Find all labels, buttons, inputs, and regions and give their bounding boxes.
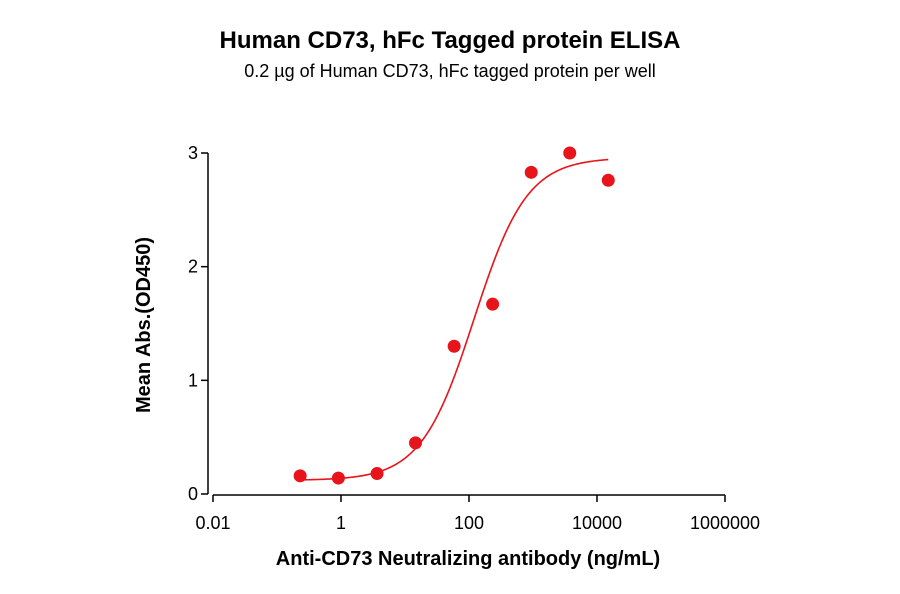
- y-tick-label: 3: [188, 143, 198, 163]
- x-tick-label: 1: [336, 513, 346, 533]
- axes: [207, 153, 725, 496]
- y-ticks: 0 1 2 3: [188, 143, 208, 504]
- y-axis-label: Mean Abs.(OD450): [133, 237, 155, 413]
- x-tick-label: 1000000: [690, 513, 760, 533]
- data-point: [331, 471, 345, 485]
- data-point: [409, 436, 423, 450]
- y-tick-label: 0: [188, 484, 198, 504]
- y-tick-label: 1: [188, 370, 198, 390]
- data-point: [447, 339, 461, 353]
- data-point: [293, 469, 307, 483]
- data-points: [293, 146, 615, 485]
- x-axis-label: Anti-CD73 Neutralizing antibody (ng/mL): [276, 548, 660, 570]
- data-point: [486, 297, 500, 311]
- x-tick-label: 10000: [572, 513, 622, 533]
- data-point: [563, 146, 577, 160]
- chart-title: Human CD73, hFc Tagged protein ELISA: [219, 27, 681, 54]
- data-point: [370, 467, 384, 481]
- data-point: [601, 173, 615, 187]
- x-tick-label: 100: [454, 513, 484, 533]
- data-point: [524, 165, 538, 179]
- fit-curve: [300, 158, 609, 481]
- y-tick-label: 2: [188, 257, 198, 277]
- chart-subtitle: 0.2 µg of Human CD73, hFc tagged protein…: [244, 61, 656, 81]
- x-tick-label: 0.01: [195, 513, 230, 533]
- x-ticks: 0.01 1 100 10000 1000000: [195, 495, 760, 533]
